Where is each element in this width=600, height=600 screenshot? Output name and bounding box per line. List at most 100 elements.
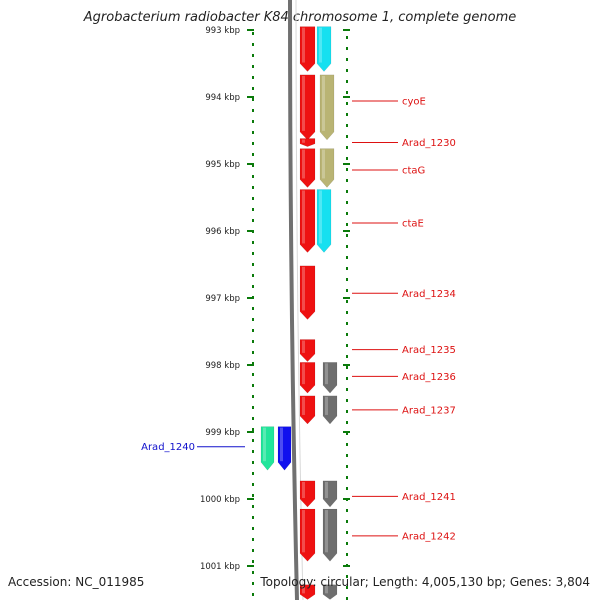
ruler-dot (252, 340, 254, 343)
ruler-dot (346, 201, 348, 204)
ruler-dot (346, 223, 348, 226)
gene-arrow-shine (263, 427, 266, 462)
ruler-dot (346, 91, 348, 94)
ruler-dot (252, 252, 254, 255)
scale-tick-label: 999 kbp (205, 428, 240, 438)
scale-tick-label: 996 kbp (205, 227, 240, 237)
ruler-dot (346, 278, 348, 281)
ruler-dot (252, 417, 254, 420)
ruler-dot (252, 538, 254, 541)
ruler-dot (346, 355, 348, 358)
ruler-dot (252, 318, 254, 321)
scale-tick (343, 364, 350, 366)
gene-arrow-shine (302, 585, 305, 594)
ruler-dot (346, 267, 348, 270)
ruler-dot (346, 212, 348, 215)
gene-arrow-red (299, 362, 316, 394)
scale-tick (343, 498, 350, 500)
scale-tick-label: 1001 kbp (200, 562, 240, 572)
ruler-dot (252, 197, 254, 200)
gene-arrow-red (299, 339, 316, 363)
ruler-dot (346, 597, 348, 600)
gene-arrow-gray (322, 508, 338, 562)
ruler-dot (252, 373, 254, 376)
gene-label: ctaG (402, 166, 425, 177)
scale-tick (343, 431, 350, 433)
ruler-dot (252, 65, 254, 68)
ruler-dot (252, 527, 254, 530)
gene-arrow-red (299, 26, 316, 72)
ruler-dot (346, 421, 348, 424)
ruler-dot (346, 135, 348, 138)
scale-tick-label: 1000 kbp (200, 495, 240, 505)
gene-arrow-cyan (316, 26, 332, 72)
ruler-dot (252, 549, 254, 552)
ruler-dot (346, 157, 348, 160)
gene-arrow-gray (322, 395, 338, 425)
gene-arrow-red (299, 584, 316, 600)
ruler-dot (346, 113, 348, 116)
ruler-dot (252, 98, 254, 101)
ruler-dot (346, 575, 348, 578)
scale-tick (343, 230, 350, 232)
ruler-dot (252, 208, 254, 211)
gene-arrow-blue (277, 426, 292, 471)
ruler-dot (252, 175, 254, 178)
scale-tick-label: 995 kbp (205, 160, 240, 170)
gene-arrow-shine (302, 75, 305, 131)
ruler-dot (252, 472, 254, 475)
ruler-dot (346, 58, 348, 61)
ruler-dot (346, 102, 348, 105)
ruler-dot (252, 450, 254, 453)
ruler-dot (252, 142, 254, 145)
scale-tick (343, 565, 350, 567)
scale-tick (343, 96, 350, 98)
scale-tick (343, 163, 350, 165)
ruler-dot (346, 256, 348, 259)
gene-arrow-red (299, 395, 316, 425)
gene-label: Arad_1236 (402, 372, 456, 383)
ruler-dot (346, 454, 348, 457)
ruler-dot (252, 362, 254, 365)
ruler-dot (252, 516, 254, 519)
scale-tick (247, 96, 254, 98)
ruler-dot (252, 109, 254, 112)
gene-arrow-khaki (319, 74, 335, 141)
ruler-dot (346, 443, 348, 446)
gene-arrow-red (299, 74, 316, 141)
ruler-dot (346, 531, 348, 534)
ruler-dot (346, 520, 348, 523)
gene-label: Arad_1241 (402, 492, 456, 503)
scale-tick (247, 565, 254, 567)
ruler-dot (252, 593, 254, 596)
ruler-dot (346, 36, 348, 39)
gene-label: Arad_1234 (402, 289, 456, 300)
ruler-dot (252, 428, 254, 431)
ruler-dot (346, 124, 348, 127)
ruler-dot (252, 395, 254, 398)
ruler-dot (346, 542, 348, 545)
gene-arrow-cyan (316, 189, 332, 253)
scale-tick (247, 364, 254, 366)
gene-arrow-red (299, 148, 316, 188)
gene-arrow-khaki (319, 148, 335, 188)
gene-arrow-shine (302, 149, 305, 179)
ruler-dot (252, 87, 254, 90)
scale-tick (247, 29, 254, 31)
gene-arrow-gray (322, 480, 338, 508)
ruler-dot (346, 47, 348, 50)
gene-arrow-shine (325, 363, 328, 385)
gene-arrow-shine (280, 427, 283, 462)
ruler-dot (346, 322, 348, 325)
ruler-dot (346, 168, 348, 171)
gene-arrow-shine (325, 510, 328, 553)
scale-tick (247, 163, 254, 165)
ruler-dot (346, 553, 348, 556)
ruler-dot (346, 366, 348, 369)
ruler-dot (252, 32, 254, 35)
ruler-dot (252, 263, 254, 266)
ruler-dot (346, 399, 348, 402)
gene-arrow-gray (322, 584, 338, 600)
